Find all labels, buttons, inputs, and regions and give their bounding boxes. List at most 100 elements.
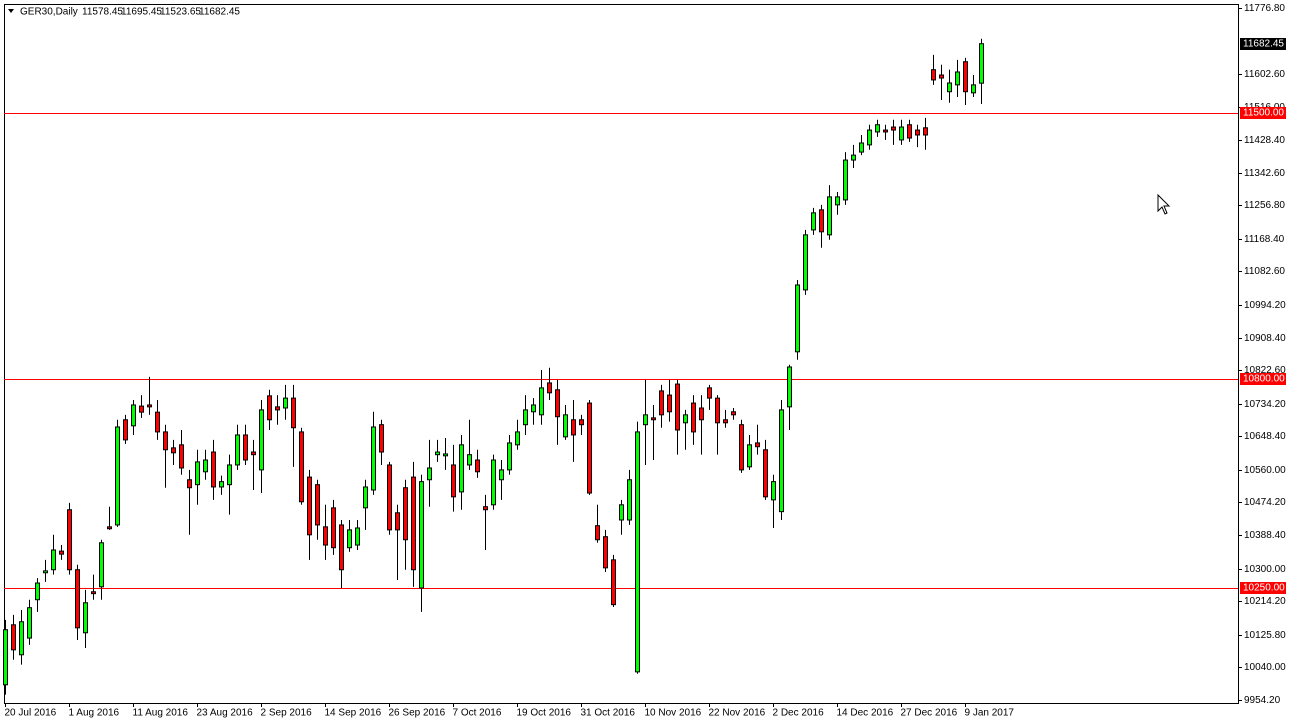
candle-body (483, 506, 488, 511)
candle-body (275, 406, 280, 411)
y-tick-label: 9954.20 (1244, 695, 1281, 706)
candle-body (891, 126, 896, 131)
candle-body (787, 366, 792, 408)
candle-body (35, 582, 40, 601)
candle-body (715, 397, 720, 424)
candle-body (283, 397, 288, 409)
candle-body (555, 389, 560, 418)
candle-body (747, 444, 752, 468)
candle-body (75, 569, 80, 629)
horizontal-line-label-box (1240, 107, 1286, 119)
candle-body (635, 431, 640, 673)
candle-body (427, 467, 432, 481)
candle-body (523, 409, 528, 426)
x-tick-label: 22 Nov 2016 (709, 708, 766, 719)
candle-body (299, 431, 304, 503)
candle-body (531, 404, 536, 413)
candle-body (587, 402, 592, 494)
x-tick-label: 31 Oct 2016 (581, 708, 636, 719)
horizontal-line-label-box (1240, 373, 1286, 385)
menu-triangle[interactable] (8, 9, 14, 13)
y-tick-label: 10994.20 (1244, 300, 1286, 311)
candle-body (291, 397, 296, 429)
candle-body (947, 82, 952, 93)
x-tick-label: 2 Dec 2016 (773, 708, 825, 719)
candle-body (651, 417, 656, 421)
candle-body (195, 461, 200, 486)
candle-body (99, 542, 104, 588)
candle-body (883, 129, 888, 133)
candle-body (227, 464, 232, 486)
candle-body (627, 479, 632, 521)
candle-body (491, 459, 496, 506)
candle-body (243, 434, 248, 461)
y-tick-label: 10560.00 (1244, 465, 1286, 476)
x-tick-label: 1 Aug 2016 (69, 708, 120, 719)
candle-body (131, 404, 136, 427)
candle-body (107, 526, 112, 530)
plot-frame (4, 4, 1239, 704)
mouse-cursor (1157, 193, 1171, 215)
candle-body (931, 69, 936, 81)
current-price-label: 11682.45 (1243, 39, 1284, 50)
candle-body (971, 84, 976, 94)
candle-body (371, 426, 376, 491)
candle-body (339, 524, 344, 571)
y-tick-label: 11342.60 (1244, 168, 1285, 179)
candle-body (147, 404, 152, 408)
y-tick-label: 10300.00 (1244, 564, 1286, 575)
candle-body (867, 129, 872, 146)
candle-body (955, 71, 960, 86)
candle-body (659, 390, 664, 416)
y-tick-label: 10908.40 (1244, 333, 1286, 344)
candle-body (795, 284, 800, 353)
candle-body (155, 411, 160, 433)
candle-body (459, 444, 464, 493)
candle-body (763, 449, 768, 498)
candle-body (19, 621, 24, 656)
y-tick-label: 10214.20 (1244, 596, 1286, 607)
x-tick-label: 20 Jul 2016 (5, 708, 57, 719)
candle-body (387, 464, 392, 531)
x-tick-label: 2 Sep 2016 (261, 708, 313, 719)
candle-body (875, 124, 880, 133)
x-tick-label: 26 Sep 2016 (389, 708, 446, 719)
candle-body (27, 607, 32, 639)
x-tick-label: 14 Dec 2016 (837, 708, 894, 719)
horizontal-line-label: 11500.00 (1243, 108, 1284, 119)
y-tick-label: 10125.80 (1244, 630, 1286, 641)
candle-body (475, 459, 480, 473)
candle-body (51, 549, 56, 571)
candle-body (819, 209, 824, 233)
candle-body (707, 387, 712, 399)
candle-body (43, 570, 48, 574)
x-tick-label: 23 Aug 2016 (197, 708, 254, 719)
horizontal-line-label-box (1240, 582, 1286, 594)
candle-body (699, 407, 704, 421)
candle-body (811, 212, 816, 231)
candle-body (315, 484, 320, 526)
candle-body (403, 487, 408, 541)
candle-body (307, 476, 312, 536)
candle-body (467, 454, 472, 466)
candle-body (643, 414, 648, 426)
candle-body (347, 529, 352, 549)
candle-body (59, 550, 64, 555)
header-open: 11578.45 (82, 7, 123, 18)
y-tick-label: 10474.20 (1244, 497, 1286, 508)
horizontal-line-label: 10250.00 (1243, 583, 1285, 594)
x-tick-label: 10 Nov 2016 (645, 708, 702, 719)
y-tick-label: 11082.60 (1244, 266, 1285, 277)
candle-body (67, 509, 72, 571)
header-high: 11695.45 (121, 7, 162, 18)
candle-body (235, 434, 240, 466)
candle-body (915, 129, 920, 136)
y-tick-label: 11602.60 (1244, 69, 1285, 80)
candle-body (563, 414, 568, 438)
candle-body (843, 159, 848, 201)
x-tick-label: 7 Oct 2016 (453, 708, 502, 719)
header-close: 11682.45 (199, 7, 240, 18)
candle-body (379, 424, 384, 453)
candle-body (835, 196, 840, 206)
